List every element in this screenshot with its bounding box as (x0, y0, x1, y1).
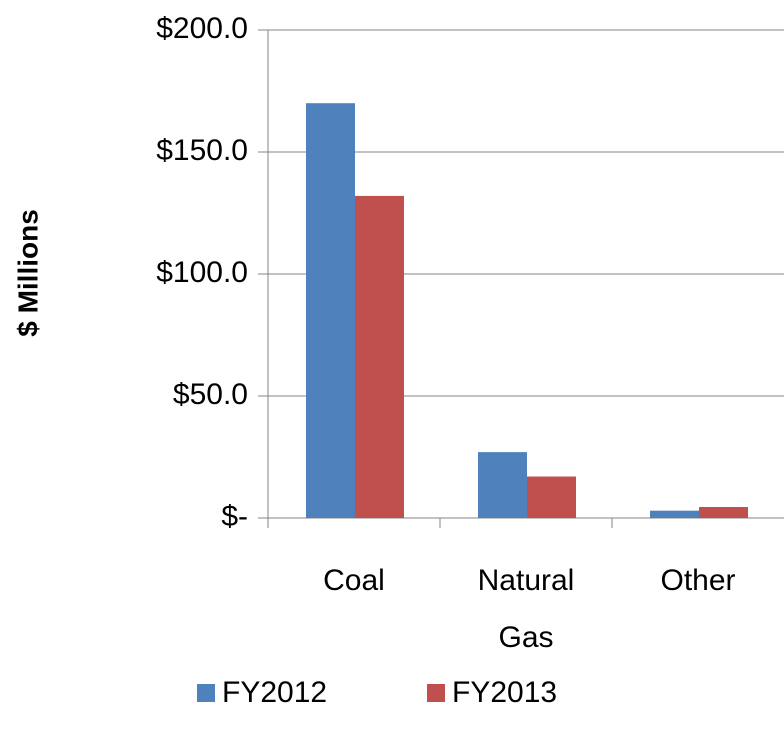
y-tick-label: $50.0 (173, 378, 248, 411)
y-axis-label: $ Millions (12, 209, 43, 337)
legend-swatch (427, 684, 445, 702)
x-tick-label: Other (660, 564, 736, 597)
y-tick-label: $- (221, 500, 248, 533)
bar (355, 195, 404, 519)
bar (527, 476, 576, 518)
y-tick-label: $100.0 (156, 256, 248, 289)
y-tick-label: $200.0 (156, 12, 248, 45)
bar (306, 103, 355, 518)
legend-label: FY2013 (452, 676, 557, 709)
x-tick-label: Coal (323, 564, 385, 597)
bar (699, 507, 748, 518)
y-tick-label: $150.0 (156, 134, 248, 167)
legend-swatch (197, 684, 215, 702)
legend-label: FY2012 (222, 676, 327, 709)
x-tick-label: Natural Gas (477, 564, 575, 654)
bar (650, 510, 699, 518)
bar (478, 452, 527, 518)
